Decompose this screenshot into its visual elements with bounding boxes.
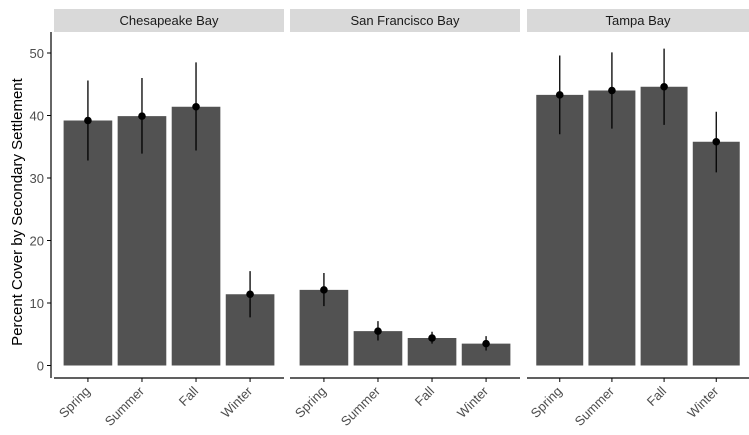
- mean-point: [84, 116, 92, 125]
- x-tick-label: Spring: [56, 384, 93, 421]
- mean-point: [192, 102, 200, 111]
- x-tick-label: Winter: [684, 383, 722, 421]
- y-axis-title: Percent Cover by Secondary Settlement: [9, 77, 26, 345]
- x-tick-label: Spring: [292, 384, 329, 421]
- mean-point: [246, 290, 254, 299]
- mean-point: [428, 334, 436, 342]
- facet-strip: [527, 9, 749, 32]
- bar: [588, 90, 636, 366]
- x-tick-label: Summer: [102, 383, 148, 429]
- x-tick-label: Spring: [528, 384, 565, 421]
- mean-point: [374, 327, 382, 335]
- y-tick-label: 30: [30, 171, 44, 186]
- y-tick-label: 0: [37, 359, 44, 374]
- x-tick-label: Fall: [644, 383, 669, 408]
- mean-point: [138, 112, 146, 120]
- y-tick-label: 50: [30, 46, 44, 61]
- bar: [536, 94, 584, 366]
- bar: [692, 141, 740, 366]
- x-tick-label: Winter: [454, 383, 492, 421]
- x-tick-label: Summer: [338, 383, 384, 429]
- mean-point: [555, 91, 564, 99]
- mean-point: [320, 286, 328, 294]
- mean-point: [660, 82, 668, 91]
- bar: [117, 116, 167, 366]
- mean-point: [712, 137, 721, 146]
- facet-title: Chesapeake Bay: [119, 13, 219, 28]
- x-tick-label: Summer: [572, 383, 618, 429]
- facet-title: Tampa Bay: [605, 13, 671, 28]
- facet-strip: [290, 9, 520, 32]
- y-tick-label: 40: [30, 109, 44, 124]
- x-tick-label: Fall: [412, 383, 437, 408]
- bar: [461, 343, 511, 366]
- mean-point: [482, 339, 490, 348]
- facet-title: San Francisco Bay: [350, 13, 460, 28]
- mean-point: [608, 86, 616, 95]
- bar: [63, 120, 113, 366]
- bar: [640, 86, 688, 366]
- facet-strip: [54, 9, 284, 32]
- y-tick-label: 10: [30, 296, 44, 311]
- x-tick-label: Winter: [218, 383, 256, 421]
- y-tick-label: 20: [30, 234, 44, 249]
- x-tick-label: Fall: [176, 383, 201, 408]
